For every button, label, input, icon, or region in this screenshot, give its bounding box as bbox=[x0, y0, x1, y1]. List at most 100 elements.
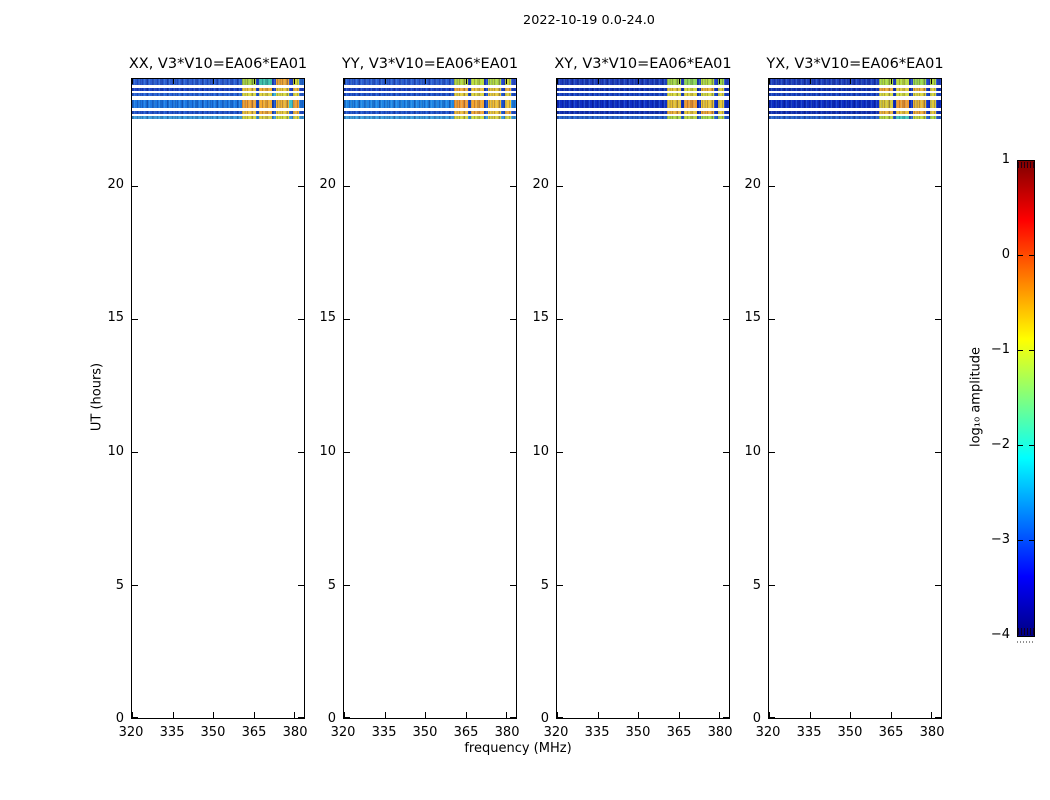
stripe-segment bbox=[510, 88, 516, 91]
stripe-segment bbox=[929, 79, 936, 85]
colorbar-label: log₁₀ amplitude bbox=[968, 346, 984, 448]
stripe-segment bbox=[935, 88, 941, 91]
stripe-segment bbox=[667, 79, 681, 85]
stripe-segment bbox=[557, 100, 668, 108]
y-tick-label: 10 bbox=[744, 443, 761, 459]
stripe-segment bbox=[680, 111, 685, 114]
stripe-segment bbox=[684, 93, 698, 96]
stripe-segment bbox=[471, 79, 485, 85]
data-stripe bbox=[769, 79, 941, 85]
stripe-segment bbox=[926, 79, 930, 85]
y-tick bbox=[132, 451, 138, 453]
stripe-segment bbox=[697, 88, 702, 91]
stripe-segment bbox=[504, 100, 511, 108]
y-tick-label: 10 bbox=[107, 443, 124, 459]
stripe-segment bbox=[913, 116, 927, 119]
panel-title-YX: YX, V3*V10=EA06*EA01 bbox=[766, 56, 944, 72]
stripe-segment bbox=[344, 88, 455, 91]
x-tick-label: 320 bbox=[755, 725, 781, 740]
stripe-segment bbox=[467, 79, 472, 85]
stripe-segment bbox=[701, 79, 715, 85]
stripe-segment bbox=[714, 111, 718, 114]
x-axis-label: frequency (MHz) bbox=[464, 741, 572, 756]
stripe-segment bbox=[697, 79, 702, 85]
x-tick-top bbox=[344, 79, 345, 84]
stripe-segment bbox=[697, 100, 702, 108]
stripe-segment bbox=[697, 116, 702, 119]
stripe-segment bbox=[913, 88, 927, 91]
stripe-segment bbox=[289, 93, 293, 96]
x-tick-label: 380 bbox=[282, 725, 308, 740]
stripe-segment bbox=[935, 111, 941, 114]
x-tick-label: 365 bbox=[666, 725, 692, 740]
stripe-segment bbox=[769, 88, 880, 91]
stripe-segment bbox=[701, 116, 715, 119]
y-tick bbox=[132, 185, 138, 187]
stripe-segment bbox=[680, 100, 685, 108]
stripe-segment bbox=[467, 116, 472, 119]
stripe-segment bbox=[255, 116, 260, 119]
stripe-segment bbox=[292, 88, 299, 91]
y-tick-label: 20 bbox=[744, 177, 761, 193]
stripe-segment bbox=[929, 100, 936, 108]
stripe-segment bbox=[723, 100, 729, 108]
stripe-segment bbox=[504, 111, 511, 114]
stripe-segment bbox=[255, 79, 260, 85]
stripe-segment bbox=[276, 100, 290, 108]
stripe-segment bbox=[680, 93, 685, 96]
y-tick bbox=[557, 451, 563, 453]
stripe-segment bbox=[879, 111, 893, 114]
y-tick bbox=[132, 717, 138, 718]
stripe-segment bbox=[769, 79, 880, 85]
x-tick-label: 380 bbox=[494, 725, 520, 740]
y-tick bbox=[344, 585, 350, 587]
stripe-segment bbox=[714, 88, 718, 91]
stripe-segment bbox=[909, 88, 914, 91]
stripe-segment bbox=[132, 93, 243, 96]
stripe-segment bbox=[454, 79, 468, 85]
stripe-segment bbox=[484, 88, 489, 91]
y-tick-right bbox=[935, 717, 941, 718]
y-tick-label: 5 bbox=[115, 577, 124, 593]
colorbar-tick-label: −4 bbox=[990, 627, 1010, 642]
stripe-segment bbox=[454, 111, 468, 114]
stripe-segment bbox=[879, 88, 893, 91]
stripe-segment bbox=[289, 100, 293, 108]
stripe-segment bbox=[242, 100, 256, 108]
y-axis-label: UT (hours) bbox=[89, 362, 105, 432]
stripe-segment bbox=[504, 116, 511, 119]
y-tick bbox=[769, 185, 775, 187]
stripe-segment bbox=[714, 93, 718, 96]
data-stripe bbox=[132, 93, 304, 96]
x-tick bbox=[172, 712, 174, 718]
stripe-segment bbox=[501, 79, 505, 85]
stripe-segment bbox=[454, 88, 468, 91]
stripe-segment bbox=[344, 93, 455, 96]
stripe-segment bbox=[276, 116, 290, 119]
stripe-segment bbox=[298, 116, 304, 119]
stripe-segment bbox=[259, 88, 273, 91]
y-tick-right bbox=[723, 185, 729, 187]
colorbar-tick-label: −2 bbox=[990, 437, 1010, 452]
stripe-segment bbox=[454, 93, 468, 96]
stripe-segment bbox=[892, 88, 897, 91]
y-tick bbox=[344, 451, 350, 453]
stripe-segment bbox=[484, 111, 489, 114]
stripe-segment bbox=[929, 111, 936, 114]
stripe-segment bbox=[292, 93, 299, 96]
y-tick bbox=[557, 585, 563, 587]
x-tick-label: 320 bbox=[543, 725, 569, 740]
x-tick-top bbox=[638, 79, 639, 84]
stripe-segment bbox=[484, 79, 489, 85]
x-tick-label: 380 bbox=[919, 725, 945, 740]
stripe-segment bbox=[467, 93, 472, 96]
stripe-segment bbox=[242, 116, 256, 119]
y-tick-label: 0 bbox=[327, 711, 336, 726]
stripe-segment bbox=[680, 116, 685, 119]
stripe-segment bbox=[769, 111, 880, 114]
stripe-segment bbox=[929, 88, 936, 91]
stripe-segment bbox=[557, 111, 668, 114]
stripe-segment bbox=[454, 100, 468, 108]
colorbar-tick bbox=[1029, 255, 1034, 256]
